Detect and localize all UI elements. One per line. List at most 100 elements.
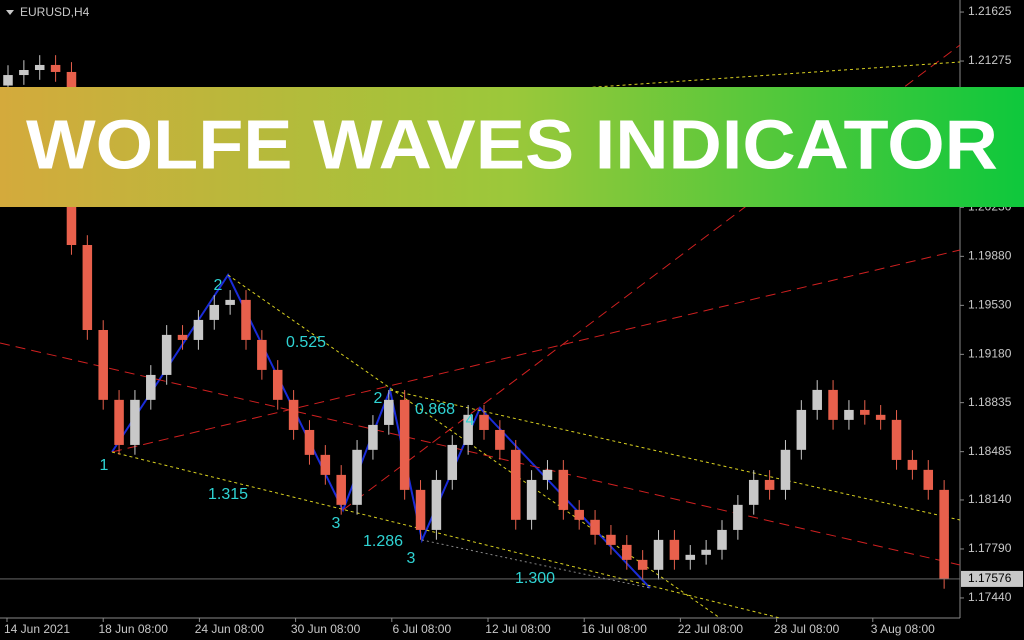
y-tick-label: 1.19180: [968, 347, 1012, 361]
candle-body: [336, 474, 346, 505]
candle-body: [526, 479, 537, 520]
candle-body: [415, 489, 426, 530]
banner: [0, 87, 1024, 207]
candle-body: [622, 544, 632, 560]
candle-body: [812, 389, 822, 410]
candle-body: [431, 479, 442, 530]
candle-body: [701, 549, 711, 555]
target-line: [111, 249, 961, 453]
candle-body: [19, 70, 29, 76]
candle-body: [685, 554, 696, 560]
last-price-label: 1.17576: [968, 571, 1012, 585]
wave-label: 3: [407, 550, 416, 567]
y-tick-label: 1.17440: [968, 590, 1012, 604]
x-tick-label: 3 Aug 08:00: [871, 622, 935, 636]
ratio-label: 0.868: [415, 401, 455, 418]
menu-arrow[interactable]: [6, 10, 14, 15]
candle-body: [50, 64, 61, 72]
candle-body: [875, 414, 886, 420]
wave-label: 4: [466, 412, 475, 429]
x-tick-label: 16 Jul 08:00: [582, 622, 648, 636]
candle-body: [399, 399, 410, 490]
channel-line: [421, 539, 651, 589]
y-tick-label: 1.19880: [968, 249, 1012, 263]
candle-body: [288, 399, 299, 430]
x-tick-label: 22 Jul 08:00: [678, 622, 744, 636]
candle-body: [146, 374, 156, 400]
candle-body: [193, 319, 204, 340]
candle-body: [130, 399, 140, 445]
candle-body: [606, 534, 616, 545]
y-tick-label: 1.21275: [968, 53, 1012, 67]
ratio-label: 1.315: [208, 486, 248, 503]
candle-body: [114, 399, 124, 445]
x-tick-label: 6 Jul 08:00: [392, 622, 451, 636]
candle-body: [3, 75, 13, 86]
candle-body: [669, 539, 680, 560]
candle-body: [98, 329, 108, 400]
y-tick-label: 1.17790: [968, 541, 1012, 555]
candle-body: [447, 444, 458, 480]
y-tick-label: 1.18140: [968, 492, 1012, 506]
candle-body: [320, 454, 331, 475]
candle-body: [272, 369, 283, 400]
x-tick-label: 14 Jun 2021: [4, 622, 70, 636]
candle-body: [844, 409, 854, 420]
wave-label: 3: [332, 515, 341, 532]
candle-body: [637, 559, 648, 570]
candle-body: [860, 409, 870, 415]
candle-body: [939, 489, 949, 579]
wave-label: 2: [214, 277, 223, 294]
candle-body: [891, 419, 902, 460]
candle-body: [748, 479, 759, 505]
candle-body: [764, 479, 775, 490]
x-tick-label: 18 Jun 08:00: [98, 622, 168, 636]
candle-body: [34, 64, 45, 71]
ratio-label: 1.286: [363, 533, 403, 550]
chart-title: EURUSD,H4: [20, 5, 90, 19]
candle-body: [733, 504, 743, 530]
candle-body: [463, 414, 473, 445]
candle-body: [209, 304, 220, 320]
candle-body: [796, 409, 807, 450]
price-axis: 1.216251.212751.209251.202301.198801.195…: [4, 4, 1023, 636]
candle-body: [161, 334, 172, 375]
candle-body: [590, 519, 600, 535]
candle-body: [241, 299, 251, 340]
candle-body: [828, 389, 838, 420]
candle-body: [177, 334, 188, 340]
x-tick-label: 28 Jul 08:00: [774, 622, 840, 636]
last-price-box: [961, 570, 1023, 587]
candle-body: [542, 469, 553, 480]
channel-line: [111, 451, 781, 619]
candle-body: [907, 459, 918, 470]
candle-body: [923, 469, 934, 490]
x-tick-label: 12 Jul 08:00: [485, 622, 551, 636]
target-line: [0, 342, 961, 566]
candle-body: [479, 414, 489, 430]
candle-body: [574, 509, 584, 520]
wave-label: 1: [100, 457, 109, 474]
candle-body: [225, 299, 235, 305]
candle-body: [558, 469, 569, 510]
y-tick-label: 1.18485: [968, 444, 1012, 458]
candle-body: [510, 449, 521, 520]
ratio-label: 0.525: [286, 334, 326, 351]
candle-body: [368, 424, 378, 450]
x-tick-label: 30 Jun 08:00: [291, 622, 361, 636]
candle-body: [384, 399, 394, 425]
x-tick-label: 24 Jun 08:00: [195, 622, 265, 636]
candle-body: [653, 539, 664, 570]
channel-line: [389, 389, 961, 521]
y-tick-label: 1.21625: [968, 4, 1012, 18]
candle-body: [495, 429, 505, 450]
ratio-label: 1.300: [515, 570, 555, 587]
annotations: 1 2 0.525 2 0.868 4 1.315 3 1.286 3 1.30…: [100, 277, 556, 587]
candle-body: [304, 429, 315, 455]
banner-title: WOLFE WAVES INDICATOR: [26, 105, 998, 183]
y-tick-label: 1.19530: [968, 298, 1012, 312]
candle-body: [352, 449, 362, 505]
wave-label: 2: [374, 390, 383, 407]
